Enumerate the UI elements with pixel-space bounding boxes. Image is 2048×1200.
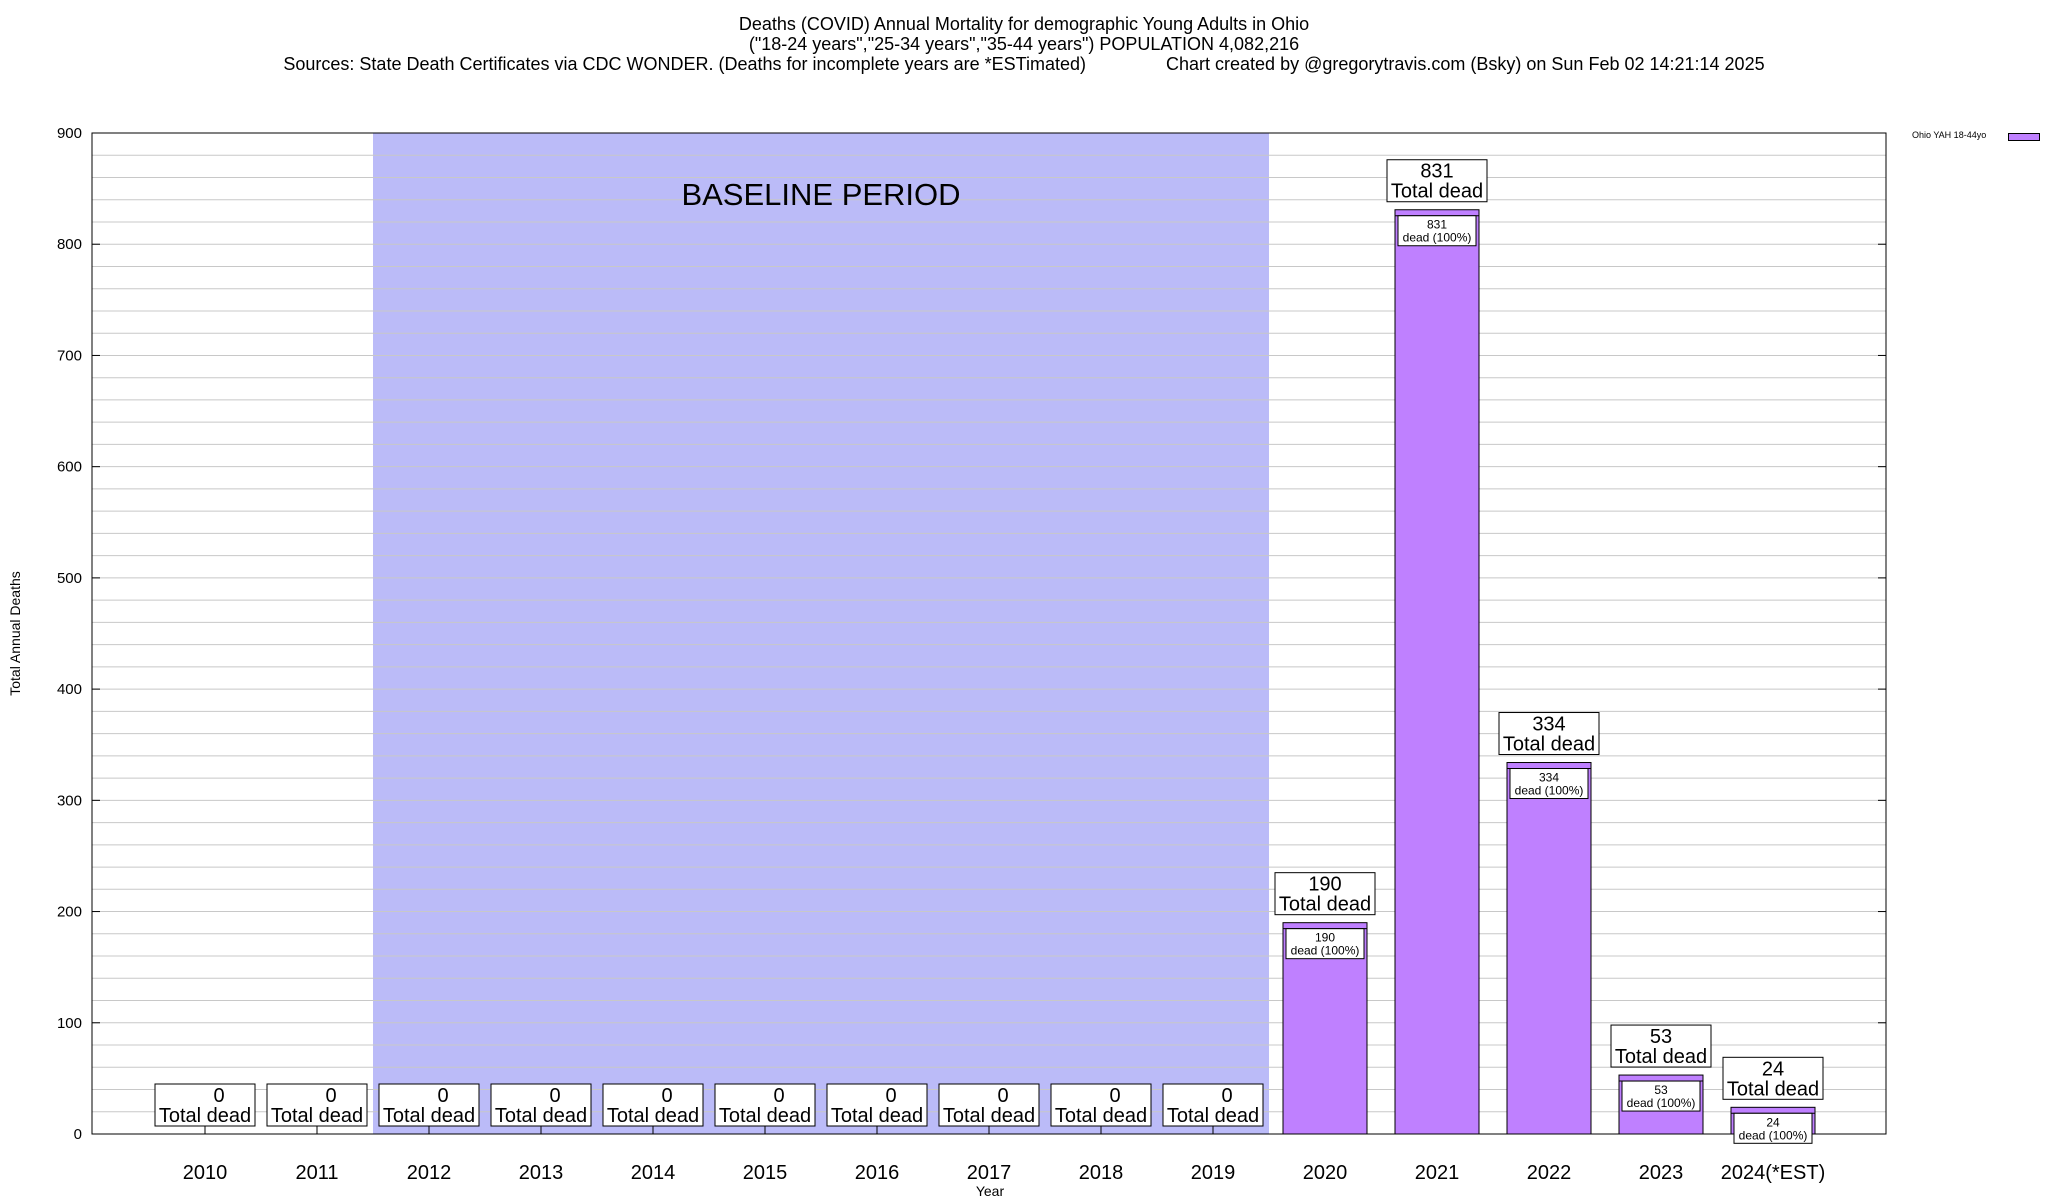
total-value-label: 0 (773, 1085, 784, 1107)
total-value-label: 0 (997, 1085, 1008, 1107)
bar-inner-label: dead (100%) (1739, 1128, 1808, 1142)
x-tick-label: 2010 (183, 1162, 228, 1184)
bar-inner-label-box (1733, 1112, 1813, 1144)
y-tick-label: 100 (57, 1015, 82, 1032)
bar-inner-label: dead (100%) (1515, 784, 1584, 798)
bar (1506, 762, 1592, 1135)
total-dead-label: Total dead (831, 1105, 923, 1127)
total-dead-label: Total dead (1279, 894, 1371, 916)
bar-inner-value: 53 (1654, 1083, 1668, 1097)
total-value-label: 0 (213, 1085, 224, 1107)
total-label-box (490, 1083, 592, 1127)
total-dead-label: Total dead (943, 1105, 1035, 1127)
bar-inner-label-box (1285, 928, 1365, 960)
bar-inner-label-box (1509, 768, 1589, 800)
total-label-box (1386, 159, 1488, 203)
total-dead-label: Total dead (1503, 734, 1595, 756)
total-label-box (378, 1083, 480, 1127)
total-value-label: 831 (1420, 161, 1453, 183)
y-tick-label: 800 (57, 236, 82, 253)
bar-inner-value: 831 (1427, 218, 1447, 232)
bar-inner-label-box (1621, 1080, 1701, 1112)
legend-swatch (2008, 133, 2040, 141)
y-tick-label: 200 (57, 904, 82, 921)
legend-label: Ohio YAH 18-44yo (1912, 130, 1987, 140)
total-value-label: 24 (1762, 1058, 1784, 1080)
total-value-label: 0 (437, 1085, 448, 1107)
x-tick-label: 2012 (407, 1162, 452, 1184)
baseline-period-region (373, 133, 1269, 1134)
x-tick-label: 2011 (295, 1162, 338, 1184)
bar-inner-label: dead (100%) (1291, 944, 1360, 958)
bar-inner-label: dead (100%) (1627, 1096, 1696, 1110)
total-label-box (1610, 1024, 1712, 1068)
x-tick-label: 2017 (967, 1162, 1012, 1184)
total-dead-label: Total dead (271, 1105, 363, 1127)
total-value-label: 0 (661, 1085, 672, 1107)
x-tick-label: 2019 (1191, 1162, 1236, 1184)
total-label-box (154, 1083, 256, 1127)
total-value-label: 190 (1308, 874, 1341, 896)
x-tick-label: 2022 (1527, 1162, 1572, 1184)
chart-subtitle: ("18-24 years","25-34 years","35-44 year… (748, 34, 1300, 54)
x-tick-label: 2024(*EST) (1721, 1162, 1826, 1184)
bar-inner-value: 334 (1539, 771, 1559, 785)
x-tick-label: 2020 (1303, 1162, 1348, 1184)
y-axis-label: Total Annual Deaths (7, 571, 23, 696)
total-dead-label: Total dead (383, 1105, 475, 1127)
total-dead-label: Total dead (1727, 1078, 1819, 1100)
total-value-label: 334 (1532, 714, 1565, 736)
y-tick-label: 900 (57, 125, 82, 142)
total-value-label: 0 (1109, 1085, 1120, 1107)
total-label-box (1162, 1083, 1264, 1127)
total-dead-label: Total dead (1055, 1105, 1147, 1127)
total-label-box (1274, 872, 1376, 916)
total-dead-label: Total dead (495, 1105, 587, 1127)
baseline-period-label: BASELINE PERIOD (681, 177, 960, 212)
x-tick-label: 2021 (1415, 1162, 1460, 1184)
total-label-box (714, 1083, 816, 1127)
y-tick-label: 700 (57, 347, 82, 364)
total-dead-label: Total dead (1615, 1046, 1707, 1068)
y-tick-label: 600 (57, 459, 82, 476)
total-dead-label: Total dead (1167, 1105, 1259, 1127)
total-value-label: 0 (1221, 1085, 1232, 1107)
y-tick-label: 0 (74, 1126, 82, 1143)
total-label-box (938, 1083, 1040, 1127)
x-tick-label: 2018 (1079, 1162, 1124, 1184)
y-tick-label: 300 (57, 792, 82, 809)
total-label-box (266, 1083, 368, 1127)
chart-title: Deaths (COVID) Annual Mortality for demo… (738, 14, 1310, 34)
bar (1394, 209, 1480, 1135)
x-tick-label: 2016 (855, 1162, 900, 1184)
x-tick-label: 2014 (631, 1162, 676, 1184)
total-dead-label: Total dead (159, 1105, 251, 1127)
total-value-label: 0 (885, 1085, 896, 1107)
bar-inner-value: 190 (1315, 931, 1335, 945)
total-label-box (602, 1083, 704, 1127)
bar-inner-value: 24 (1766, 1115, 1780, 1129)
x-axis-label: Year (976, 1183, 1005, 1199)
x-tick-label: 2013 (519, 1162, 564, 1184)
bar-inner-label: dead (100%) (1403, 231, 1472, 245)
total-dead-label: Total dead (719, 1105, 811, 1127)
total-value-label: 0 (325, 1085, 336, 1107)
total-label-box (1498, 712, 1600, 756)
total-label-box (1722, 1056, 1824, 1100)
total-label-box (826, 1083, 928, 1127)
chart-source-line: Sources: State Death Certificates via CD… (283, 54, 1765, 74)
x-tick-label: 2023 (1639, 1162, 1684, 1184)
total-label-box (1050, 1083, 1152, 1127)
bar-inner-label-box (1397, 215, 1477, 247)
total-dead-label: Total dead (1391, 181, 1483, 203)
y-tick-label: 400 (57, 681, 82, 698)
total-value-label: 53 (1650, 1026, 1672, 1048)
total-dead-label: Total dead (607, 1105, 699, 1127)
total-value-label: 0 (549, 1085, 560, 1107)
y-tick-label: 500 (57, 570, 82, 587)
x-tick-label: 2015 (743, 1162, 788, 1184)
